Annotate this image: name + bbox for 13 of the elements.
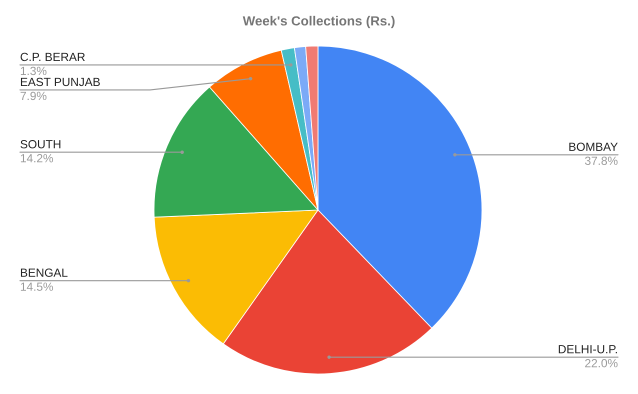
chart-title: Week's Collections (Rs.) [242,16,395,28]
slice-label: BOMBAY [569,142,618,151]
data-label: 37.8% [584,156,618,165]
data-label: 7.9% [20,92,46,100]
data-label: 14.2% [20,154,54,162]
slice-label: SOUTH [20,140,60,148]
data-label: 1.3% [20,66,46,76]
data-label: 22.0% [585,358,618,368]
slice-label: EAST PUNJAB [20,78,100,86]
slice-label: BENGAL [20,268,68,277]
slice-label: DELHI-U.P. [558,345,617,354]
slice-label: C.P. BERAR [20,52,85,62]
data-label: 14.5% [20,282,54,291]
